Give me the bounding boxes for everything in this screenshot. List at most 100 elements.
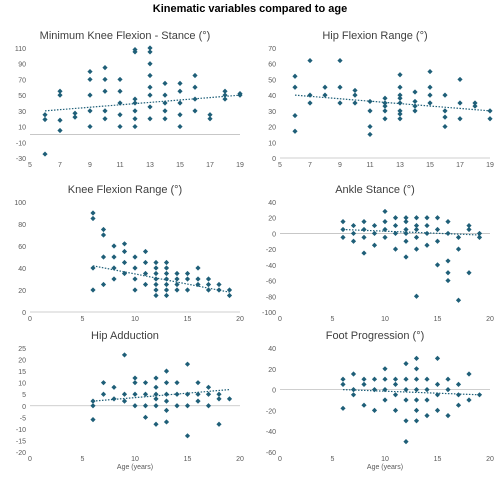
data-point [153,403,159,409]
chart-title: Hip Adduction [91,330,159,342]
data-point [340,405,346,411]
data-point [367,131,373,138]
data-point [163,419,170,425]
data-point [153,391,159,397]
x-tick-label: 15 [434,316,442,323]
x-tick-label: 15 [426,162,434,169]
data-point [350,387,357,393]
data-point [413,215,420,221]
data-point [413,355,420,361]
data-point [163,407,170,413]
data-point [412,98,418,105]
data-point [121,248,128,255]
data-point [205,384,212,390]
data-point [147,116,153,122]
x-tick-label: 17 [456,162,464,169]
y-tick-label: 30 [268,109,276,116]
data-point [177,88,183,94]
y-tick-label: -40 [266,263,276,270]
data-point [195,398,201,404]
x-tick-label: 10 [131,316,139,323]
data-point [42,112,48,118]
data-point [147,84,153,90]
data-point [117,100,123,106]
data-point [57,127,63,134]
data-point [184,361,191,367]
data-point [382,366,388,372]
y-tick-label: 50 [268,77,276,84]
data-point [163,368,170,374]
data-point [371,407,378,413]
data-point [163,380,170,386]
data-point [403,361,409,367]
data-point [195,276,201,282]
y-tick-label: 30 [18,109,26,116]
data-point [382,116,388,122]
data-point [205,276,212,282]
data-point [392,222,399,229]
data-point [392,230,399,237]
data-point [434,238,441,244]
data-point [142,380,149,386]
data-point [392,246,399,252]
x-tick-label: 5 [28,162,32,169]
data-point [307,100,313,106]
y-tick-label: 40 [268,200,276,207]
data-point [132,46,138,53]
data-point [132,375,138,381]
y-tick-label: 20 [268,125,276,132]
data-point [442,123,448,130]
data-point [371,387,378,393]
data-point [434,262,441,268]
chart-svg: Hip Flexion Range (°) 0 10 20 30 40 50 60 70 5 7 9 1… [268,30,494,169]
y-tick-label: 10 [18,125,26,132]
y-tick-label: 40 [18,266,26,273]
x-tick-label: 20 [236,316,244,323]
data-point [292,128,298,134]
data-point [340,234,346,240]
y-tick-label: -60 [266,450,276,457]
data-point [413,407,420,413]
data-point [184,391,191,397]
x-tick-label: 0 [278,456,282,463]
data-point [57,117,63,123]
data-point [142,414,149,420]
data-point [90,398,96,404]
trend-line [294,94,491,112]
data-point [102,116,108,122]
x-tick-label: 20 [486,316,494,323]
data-point [100,232,107,238]
data-point [350,222,357,229]
data-point [337,57,343,64]
y-tick-label: -20 [266,247,276,254]
data-point [57,88,63,94]
data-point [153,276,159,282]
data-point [174,403,180,409]
data-point [72,110,78,116]
data-point [403,226,409,233]
data-point [177,100,183,106]
data-point [100,391,107,397]
data-point [184,403,191,409]
data-point [184,433,191,439]
data-point [350,392,357,398]
chart-min-knee-flexion: Minimum Knee Flexion - Stance (°) -30 -10 1… [0,22,250,172]
data-point [337,100,343,106]
data-point [397,108,403,114]
data-point [466,222,472,229]
data-point [162,92,168,98]
data-point [207,112,213,118]
chart-title: Foot Progression (°) [326,330,425,342]
data-point [142,391,149,397]
data-point [222,92,228,98]
data-point [392,215,399,221]
data-point [222,96,228,102]
data-point [352,100,358,106]
x-tick-label: 19 [236,162,244,169]
x-tick-label: 13 [146,162,154,169]
data-point [174,270,180,277]
data-point [413,226,420,233]
y-tick-label: 60 [268,62,276,69]
data-point [382,208,388,215]
y-tick-label: 70 [268,46,276,53]
